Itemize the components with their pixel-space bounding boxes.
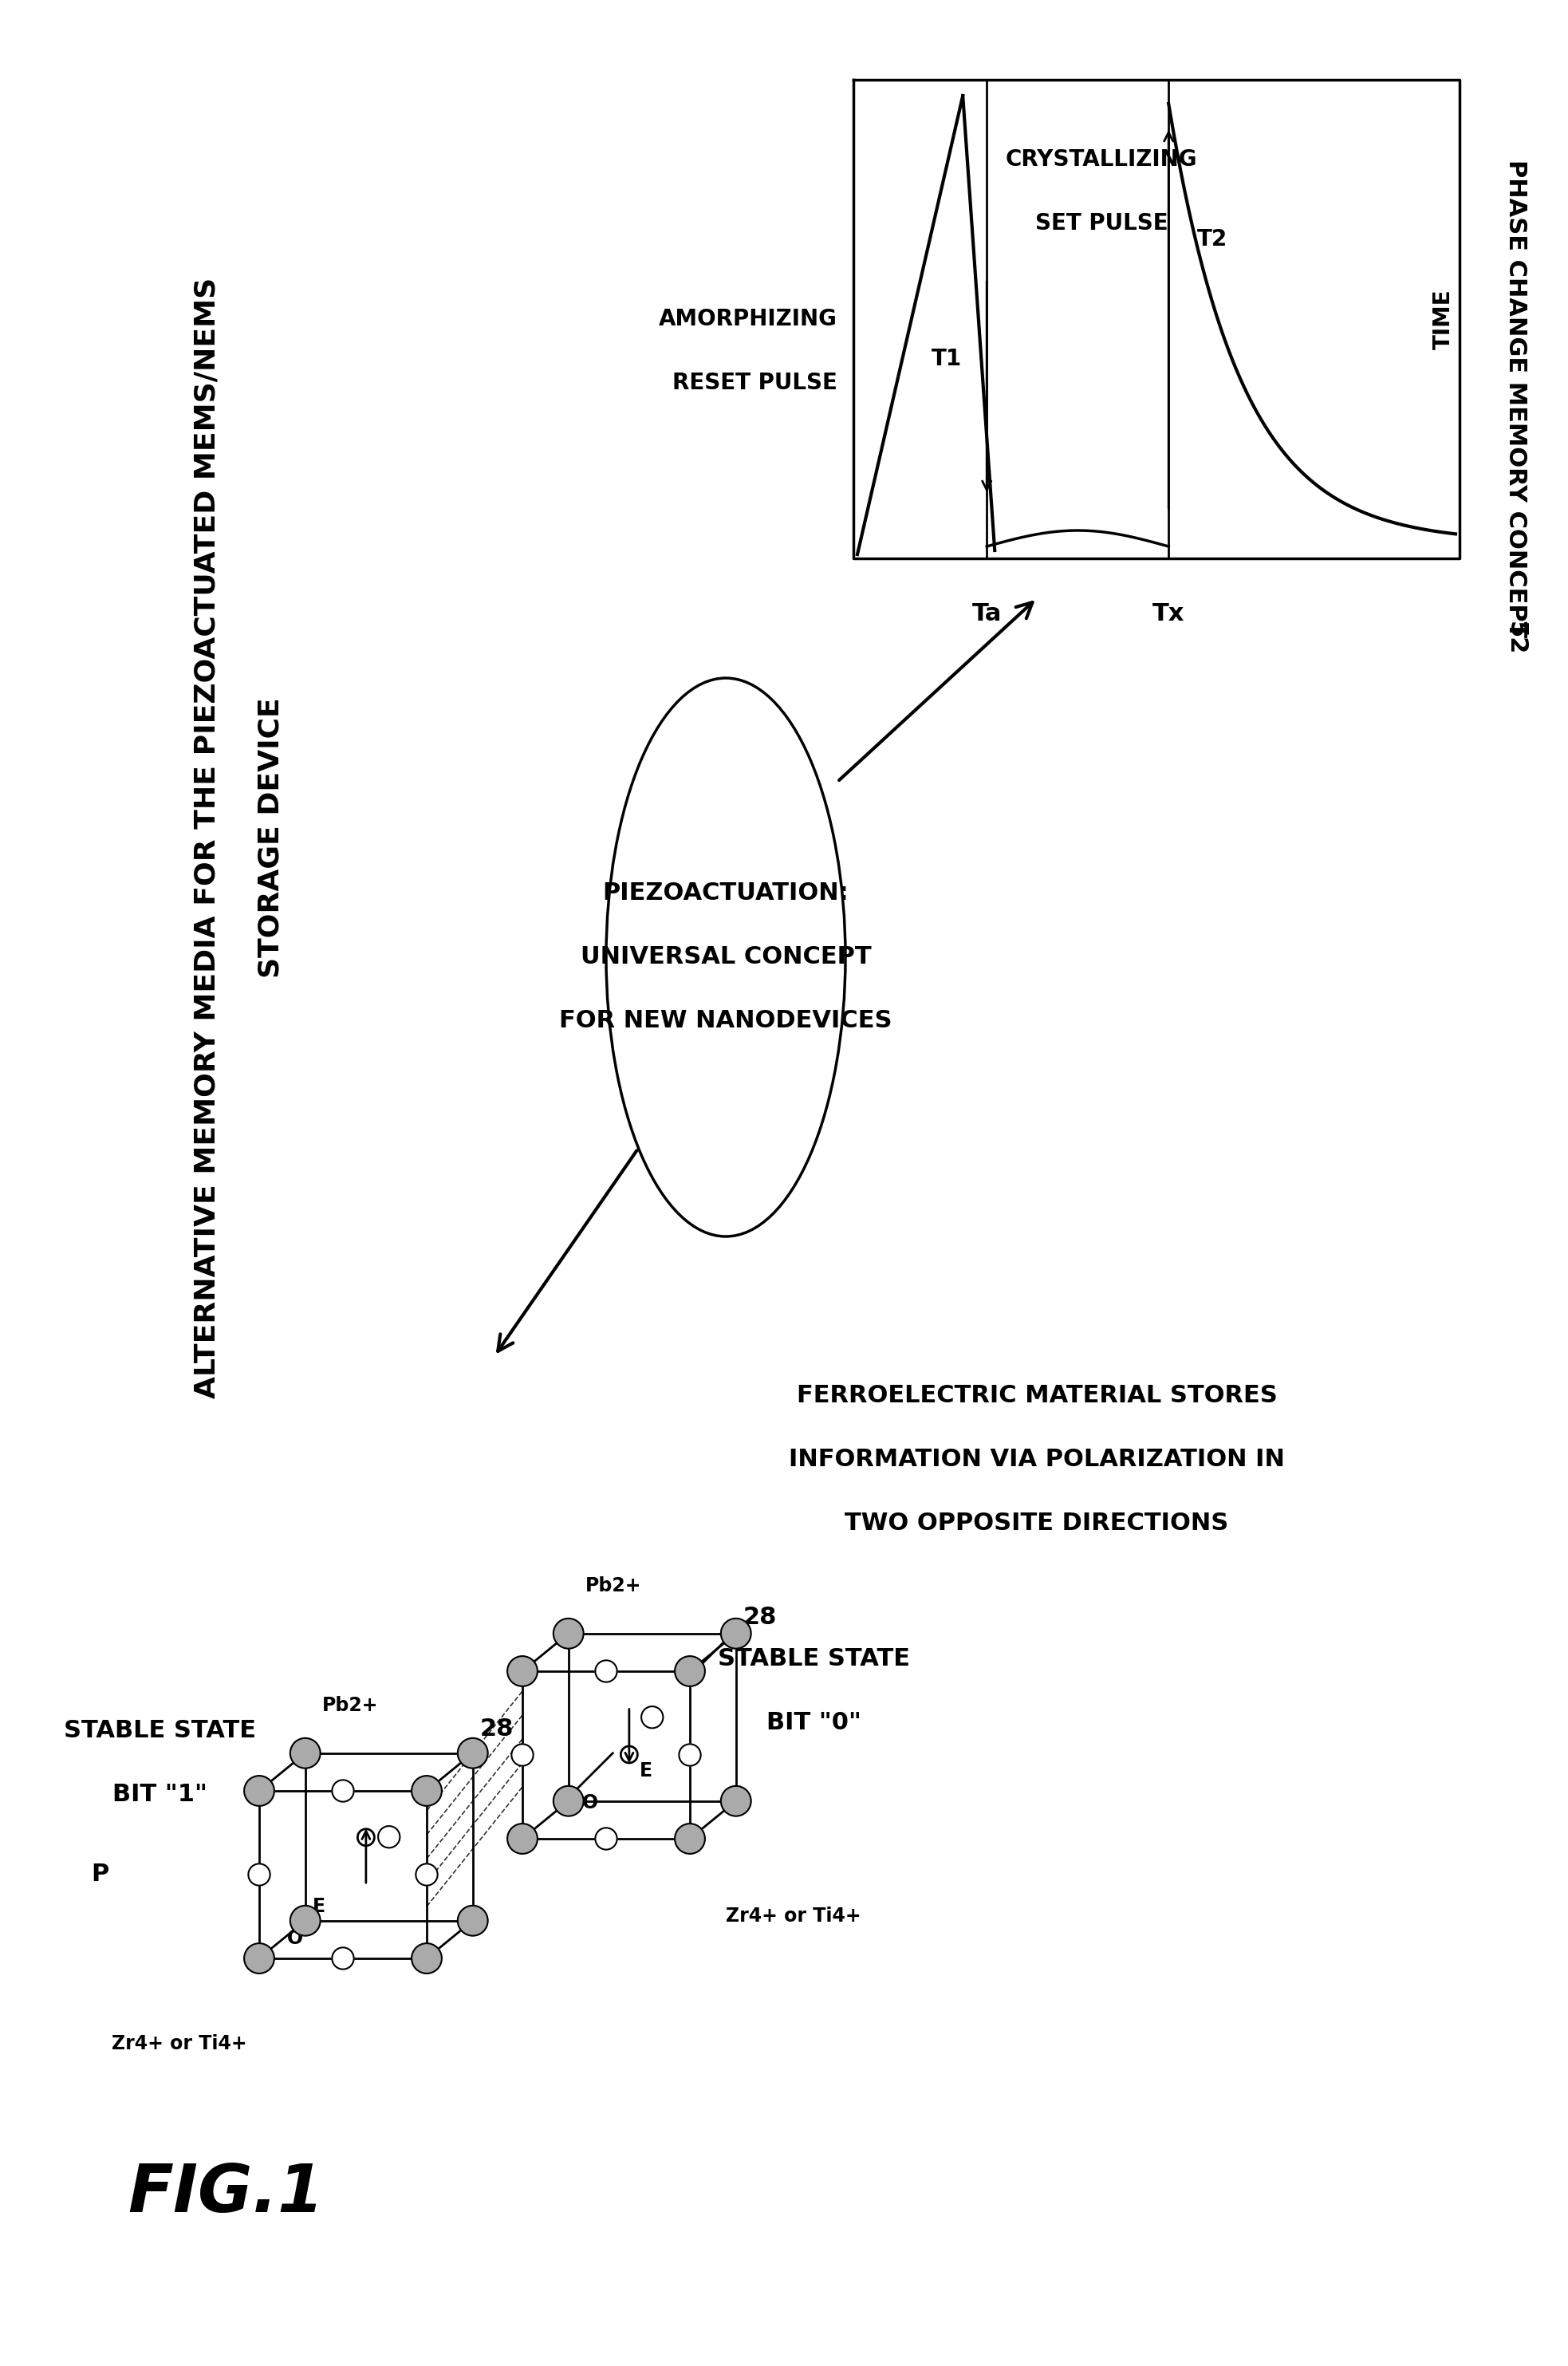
Text: RESET PULSE: RESET PULSE: [673, 371, 837, 395]
Text: Zr4+ or Ti4+: Zr4+ or Ti4+: [726, 1907, 861, 1926]
Text: AMORPHIZING: AMORPHIZING: [659, 308, 837, 331]
Circle shape: [290, 1905, 320, 1935]
Text: FERROELECTRIC MATERIAL STORES: FERROELECTRIC MATERIAL STORES: [797, 1384, 1278, 1408]
Circle shape: [378, 1827, 400, 1848]
Text: O: O: [287, 1928, 303, 1947]
Text: TIME: TIME: [1433, 289, 1455, 350]
Text: CRYSTALLIZING: CRYSTALLIZING: [1005, 149, 1198, 170]
Text: BIT "1": BIT "1": [111, 1784, 207, 1805]
Text: STABLE STATE: STABLE STATE: [718, 1647, 909, 1670]
Text: 28: 28: [480, 1718, 514, 1741]
Text: FIG.1: FIG.1: [127, 2163, 325, 2226]
Circle shape: [332, 1779, 354, 1803]
Circle shape: [674, 1824, 706, 1855]
Circle shape: [416, 1864, 437, 1886]
Circle shape: [674, 1656, 706, 1687]
Circle shape: [621, 1746, 638, 1763]
Circle shape: [458, 1739, 488, 1767]
Text: 28: 28: [743, 1607, 776, 1630]
Text: T2: T2: [1198, 227, 1228, 251]
Circle shape: [358, 1829, 375, 1845]
Text: INFORMATION VIA POLARIZATION IN: INFORMATION VIA POLARIZATION IN: [789, 1448, 1284, 1472]
Text: ALTERNATIVE MEMORY MEDIA FOR THE PIEZOACTUATED MEMS/NEMS: ALTERNATIVE MEMORY MEDIA FOR THE PIEZOAC…: [194, 277, 221, 1398]
Text: P: P: [91, 1862, 108, 1886]
Circle shape: [596, 1661, 618, 1682]
Circle shape: [245, 1777, 274, 1805]
Text: T1: T1: [931, 348, 963, 369]
Text: TWO OPPOSITE DIRECTIONS: TWO OPPOSITE DIRECTIONS: [845, 1512, 1229, 1536]
Text: O: O: [582, 1793, 599, 1812]
Text: SET PULSE: SET PULSE: [1035, 213, 1168, 234]
Circle shape: [554, 1786, 583, 1817]
Circle shape: [248, 1864, 270, 1886]
Circle shape: [721, 1618, 751, 1649]
Circle shape: [412, 1777, 442, 1805]
Circle shape: [596, 1829, 618, 1850]
Text: E: E: [312, 1898, 326, 1916]
Circle shape: [332, 1947, 354, 1969]
Text: Ta: Ta: [972, 603, 1002, 625]
Text: PHASE CHANGE MEMORY CONCEPT: PHASE CHANGE MEMORY CONCEPT: [1504, 161, 1527, 639]
Text: E: E: [640, 1760, 652, 1782]
Text: Pb2+: Pb2+: [321, 1696, 378, 1715]
Text: STORAGE DEVICE: STORAGE DEVICE: [257, 698, 285, 977]
Circle shape: [679, 1744, 701, 1765]
Circle shape: [721, 1786, 751, 1817]
Circle shape: [458, 1905, 488, 1935]
Text: 52: 52: [1504, 622, 1527, 655]
Circle shape: [290, 1739, 320, 1767]
Circle shape: [245, 1942, 274, 1973]
Circle shape: [511, 1744, 533, 1765]
Text: UNIVERSAL CONCEPT: UNIVERSAL CONCEPT: [580, 946, 872, 968]
Text: Tx: Tx: [1152, 603, 1185, 625]
Circle shape: [554, 1618, 583, 1649]
Text: FOR NEW NANODEVICES: FOR NEW NANODEVICES: [560, 1010, 892, 1032]
Text: Pb2+: Pb2+: [585, 1576, 641, 1595]
Text: STABLE STATE: STABLE STATE: [63, 1720, 256, 1744]
Text: PIEZOACTUATION:: PIEZOACTUATION:: [602, 883, 848, 906]
Circle shape: [508, 1656, 538, 1687]
Circle shape: [508, 1824, 538, 1855]
Text: Zr4+ or Ti4+: Zr4+ or Ti4+: [111, 2035, 248, 2054]
Circle shape: [641, 1706, 663, 1727]
Text: BIT "0": BIT "0": [767, 1711, 861, 1734]
Circle shape: [412, 1942, 442, 1973]
